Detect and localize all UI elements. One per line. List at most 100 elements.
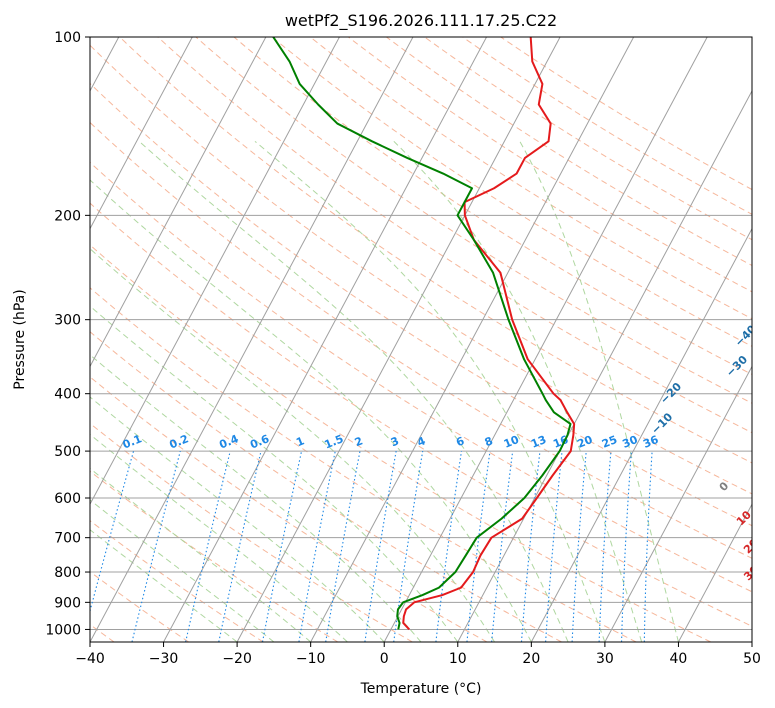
plot-frame bbox=[89, 36, 753, 643]
isotherm-line bbox=[163, 37, 487, 642]
x-axis-title: Temperature (°C) bbox=[360, 681, 482, 697]
data-layer bbox=[272, 37, 576, 631]
mixing-ratio-label: 3 bbox=[389, 434, 401, 449]
isotherm-line bbox=[236, 37, 561, 642]
mixing-ratio-label: 8 bbox=[483, 434, 495, 449]
x-tick-label: −30 bbox=[149, 651, 179, 667]
mixing-ratio-label: 10 bbox=[502, 433, 521, 451]
grid-layer: 0.10.20.40.611.52346810131620253036−100−… bbox=[90, 37, 775, 642]
dry-adiabat-label: 40 bbox=[767, 583, 775, 603]
moist-adiabat-line bbox=[90, 499, 275, 642]
isotherm-line bbox=[90, 37, 267, 368]
dry-adiabat-line bbox=[90, 161, 752, 593]
y-tick-label: 400 bbox=[54, 387, 81, 403]
dry-adiabat-line bbox=[90, 376, 488, 642]
temperature-trace bbox=[402, 37, 576, 631]
dry-adiabat-line bbox=[90, 82, 752, 527]
isotherm-line bbox=[604, 365, 752, 642]
mixing-ratio-label: 25 bbox=[600, 433, 619, 451]
mixing-ratio-label: 4 bbox=[415, 434, 427, 449]
isotherm-line bbox=[90, 37, 340, 506]
isotherm-line bbox=[530, 227, 752, 642]
mixing-ratio-line bbox=[185, 450, 231, 642]
isotherm-line bbox=[457, 89, 752, 642]
mixing-ratio-line bbox=[298, 450, 336, 642]
dry-adiabat-label: 0 bbox=[717, 479, 732, 494]
isotherm-line bbox=[751, 640, 752, 642]
dry-adiabat-line bbox=[90, 422, 413, 642]
mixing-ratio-label: 13 bbox=[529, 433, 548, 451]
x-tick-label: 20 bbox=[522, 651, 540, 667]
dry-adiabat-label: 20 bbox=[741, 536, 761, 556]
x-tick-label: 30 bbox=[596, 651, 614, 667]
moist-adiabat-line bbox=[519, 141, 679, 642]
mixing-ratio-line bbox=[261, 450, 303, 642]
mixing-ratio-line bbox=[571, 451, 587, 642]
moist-adiabat-line bbox=[90, 467, 311, 642]
dry-adiabat-line bbox=[386, 37, 752, 267]
mixing-ratio-label: 1 bbox=[294, 434, 306, 449]
mixing-ratio-line bbox=[621, 451, 632, 642]
y-tick-label: 1000 bbox=[45, 622, 81, 638]
x-tick-label: −10 bbox=[296, 651, 326, 667]
x-tick-label: −20 bbox=[222, 651, 252, 667]
mixing-ratio-label: 0.4 bbox=[217, 432, 240, 451]
mixing-ratio-line bbox=[643, 451, 653, 642]
dry-adiabat-label: 30 bbox=[741, 563, 761, 583]
dry-adiabat-line bbox=[90, 287, 637, 642]
axis-layer: −40 −30 −20 −10 0 10 20 30 40 5010020030040050060… bbox=[45, 30, 761, 667]
mixing-ratio-label: 0.2 bbox=[168, 432, 191, 451]
y-axis-title: Pressure (hPa) bbox=[12, 289, 28, 389]
moist-adiabat-line bbox=[90, 529, 238, 642]
mixing-ratio-line bbox=[491, 451, 514, 642]
mixing-ratio-line bbox=[598, 451, 612, 642]
mixing-ratio-label: 0.1 bbox=[121, 432, 144, 451]
mixing-ratio-label: 2 bbox=[353, 434, 365, 449]
mixing-ratio-label: 36 bbox=[641, 433, 660, 451]
dry-adiabat-line bbox=[157, 37, 752, 434]
y-tick-label: 700 bbox=[54, 531, 81, 547]
mixing-ratio-line bbox=[131, 450, 181, 642]
y-tick-label: 300 bbox=[54, 313, 81, 329]
dry-adiabat-line bbox=[90, 571, 189, 642]
x-tick-label: −40 bbox=[75, 651, 105, 667]
mixing-ratio-line bbox=[325, 450, 361, 642]
x-tick-label: 10 bbox=[449, 651, 467, 667]
dry-adiabat-line bbox=[233, 37, 752, 375]
mixing-ratio-label: 20 bbox=[575, 433, 594, 451]
dry-adiabat-line bbox=[309, 37, 752, 320]
dry-adiabat-line bbox=[500, 37, 752, 191]
mixing-ratio-line bbox=[218, 450, 262, 642]
isotherm-line bbox=[310, 37, 635, 642]
mixing-ratio-line bbox=[545, 451, 563, 642]
dry-adiabat-line bbox=[90, 121, 752, 559]
y-tick-label: 500 bbox=[54, 444, 81, 460]
x-tick-label: 0 bbox=[380, 651, 389, 667]
dry-adiabat-line bbox=[195, 37, 752, 404]
dry-adiabat-label: −30 bbox=[724, 353, 751, 380]
y-tick-label: 200 bbox=[54, 208, 81, 224]
dry-adiabat-line bbox=[90, 520, 264, 642]
dry-adiabat-line bbox=[90, 470, 339, 642]
mixing-ratio-label: 30 bbox=[621, 433, 640, 451]
dry-adiabat-line bbox=[90, 244, 711, 642]
isotherm-line bbox=[90, 37, 414, 642]
dry-adiabat-line bbox=[90, 44, 752, 495]
chart-title: wetPf2_S196.2026.111.17.25.C22 bbox=[285, 11, 557, 31]
dry-adiabat-line bbox=[90, 202, 752, 627]
y-tick-label: 800 bbox=[54, 565, 81, 581]
mixing-ratio-label: 6 bbox=[454, 434, 466, 449]
isotherm-line bbox=[383, 37, 708, 642]
mixing-ratio-line bbox=[466, 451, 491, 642]
dry-adiabat-line bbox=[90, 331, 562, 642]
dry-adiabat-line bbox=[119, 37, 752, 464]
mixing-ratio-label: 0.6 bbox=[248, 432, 271, 451]
moist-adiabat-line bbox=[90, 433, 348, 642]
isotherm-line bbox=[90, 37, 193, 230]
dry-adiabat-label: −40 bbox=[732, 322, 759, 349]
isotherm-line bbox=[677, 503, 752, 642]
y-tick-label: 100 bbox=[54, 30, 81, 46]
mixing-ratio-line bbox=[435, 451, 463, 642]
dry-adiabat-line bbox=[462, 37, 752, 215]
y-tick-label: 600 bbox=[54, 491, 81, 507]
